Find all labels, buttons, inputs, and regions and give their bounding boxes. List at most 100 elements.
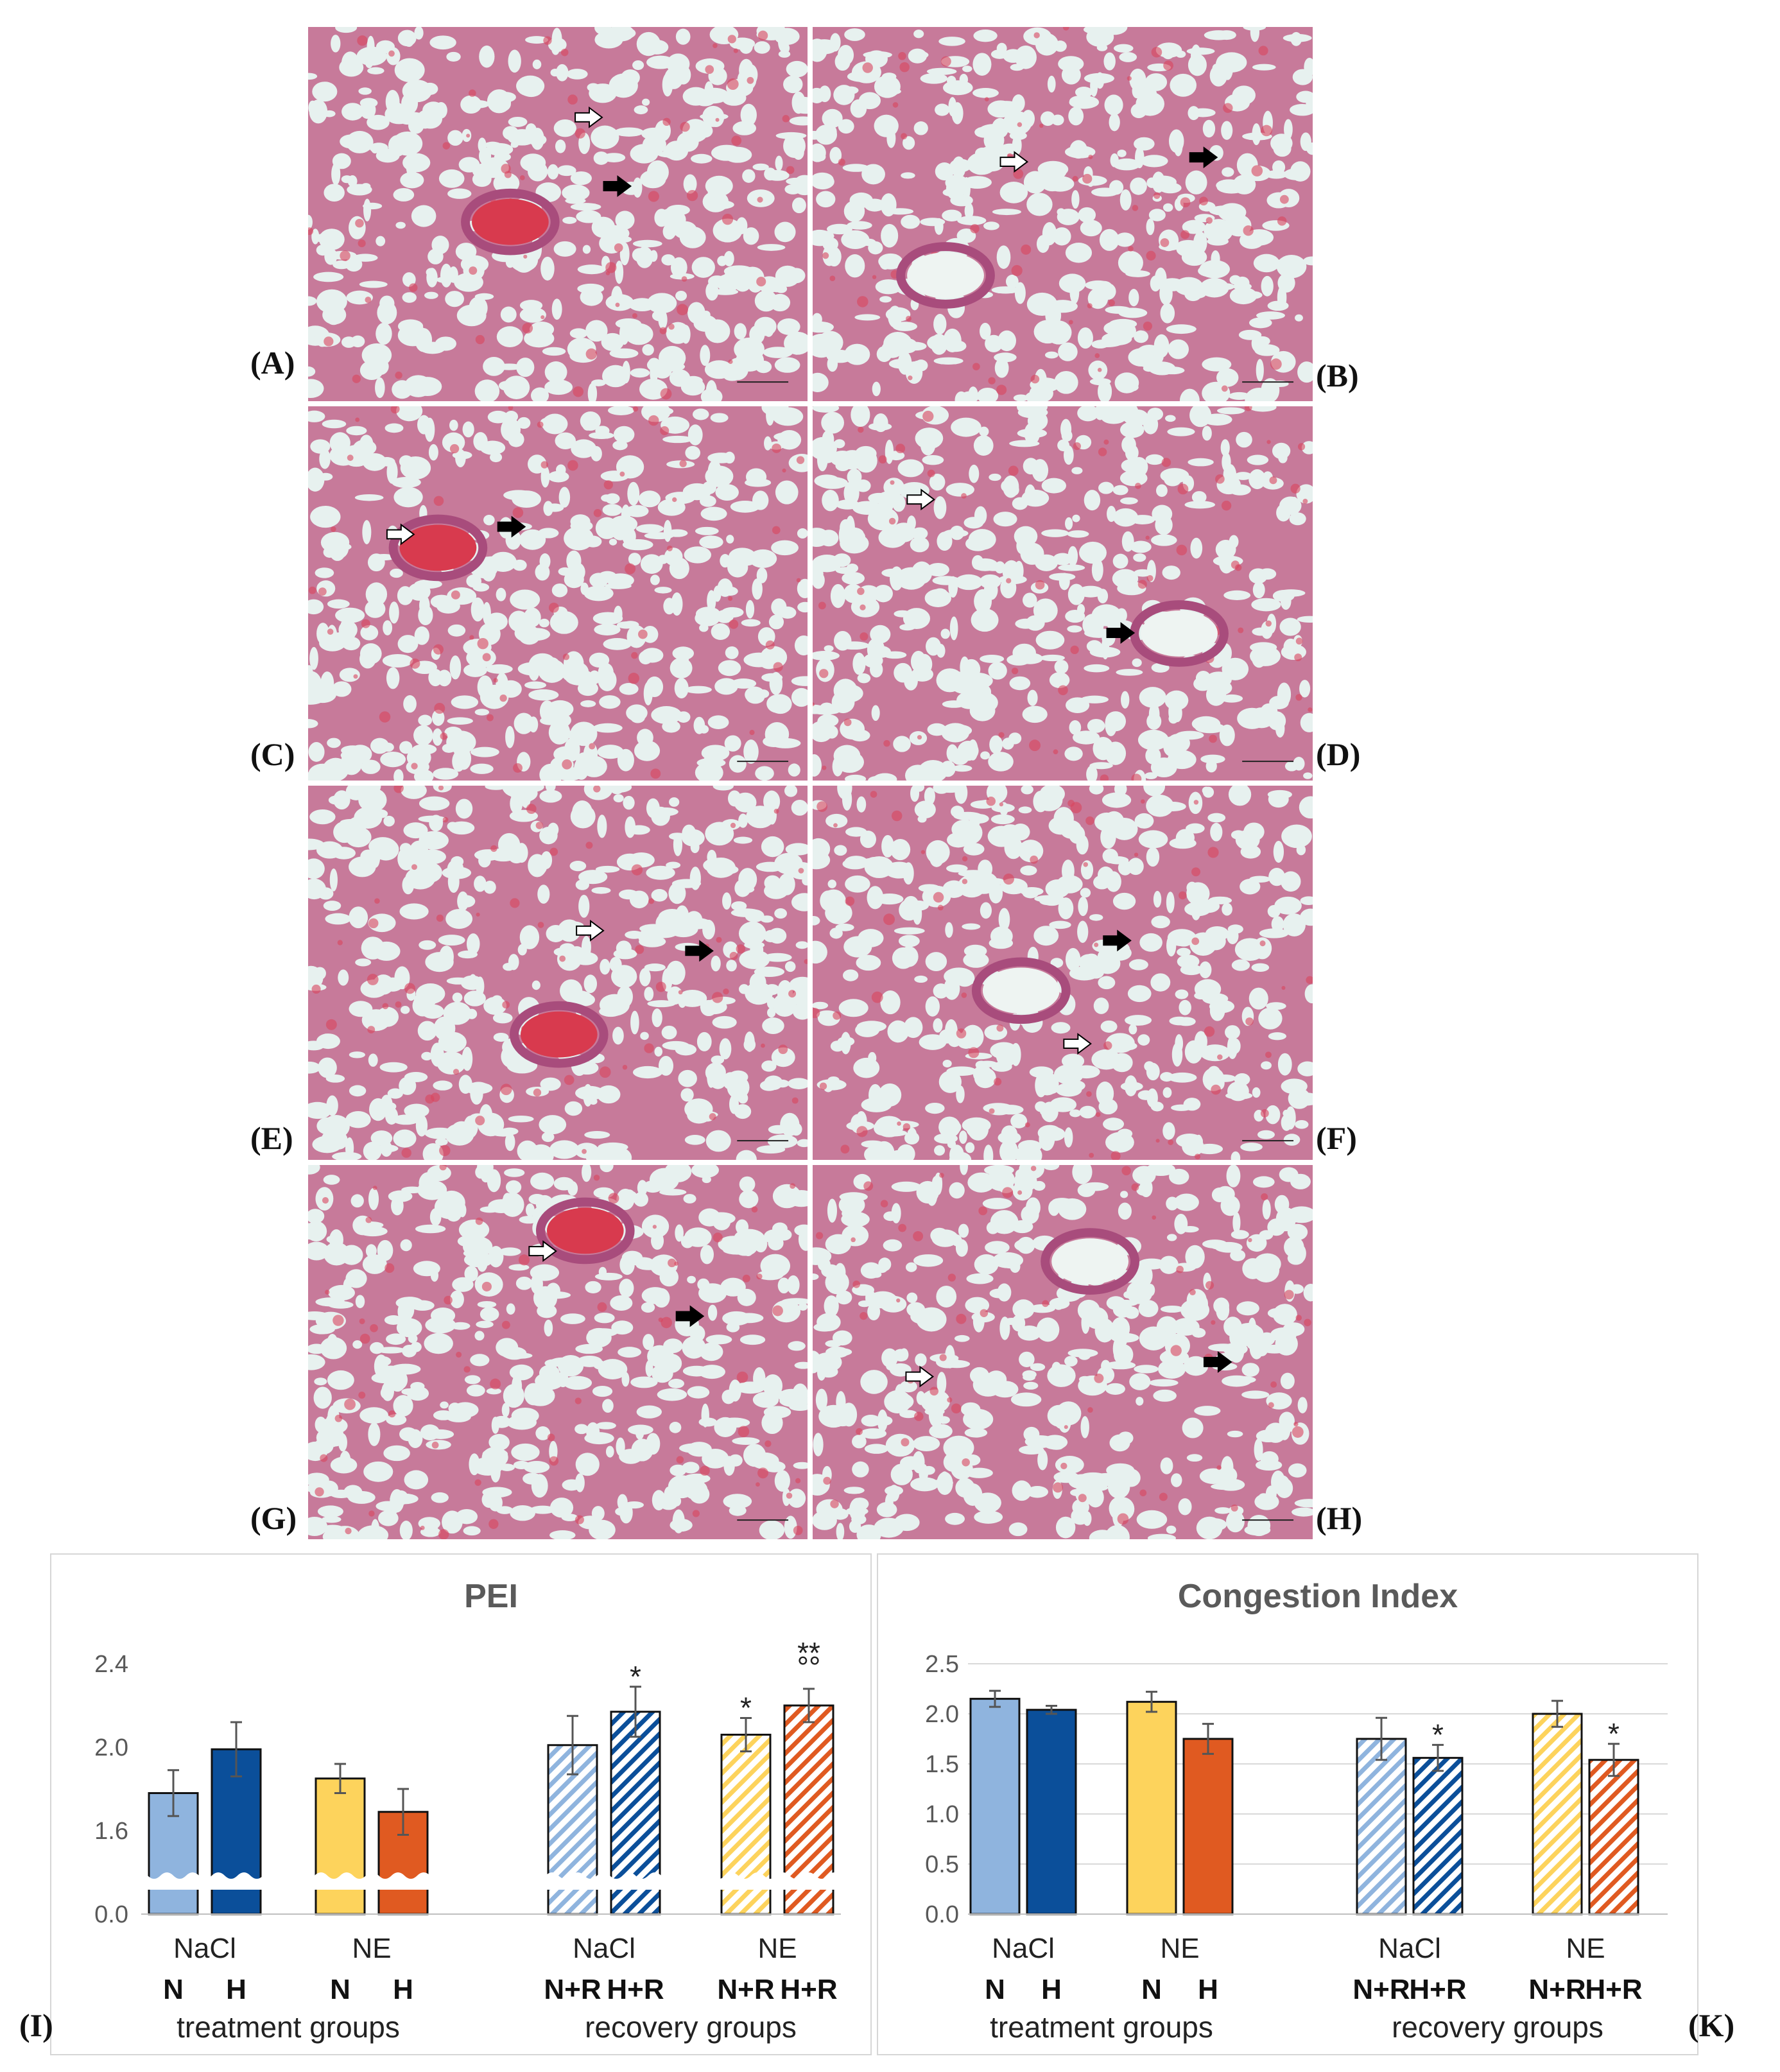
alveolus — [440, 1401, 449, 1409]
alveolus — [813, 571, 825, 589]
alveolus — [1247, 454, 1269, 465]
alveolus — [390, 568, 403, 578]
erythrocyte-cluster — [813, 702, 815, 707]
alveolus — [712, 1015, 737, 1029]
alveolus — [1200, 278, 1229, 298]
alveolus — [670, 1518, 693, 1532]
erythrocyte-cluster — [411, 763, 418, 770]
alveolus — [845, 254, 865, 278]
alveolus — [1167, 427, 1195, 436]
alveolus — [1251, 598, 1281, 612]
alveolus — [743, 652, 774, 668]
alveolus — [510, 141, 519, 148]
y-tick-label: 2.5 — [925, 1651, 959, 1678]
group-label: NE — [1566, 1933, 1605, 1964]
alveolus — [609, 539, 618, 546]
alveolus — [338, 620, 358, 639]
alveolus — [771, 1047, 795, 1067]
alveolus — [376, 322, 392, 345]
erythrocyte-cluster — [880, 1200, 888, 1207]
alveolus — [1105, 711, 1127, 732]
alveolus — [1160, 1457, 1173, 1474]
alveolus — [754, 290, 778, 312]
alveolus — [523, 628, 551, 641]
alveolus — [601, 494, 612, 502]
alveolus — [661, 1025, 677, 1040]
alveolus — [899, 946, 919, 967]
alveolus — [639, 935, 666, 947]
erythrocyte-cluster — [1261, 1193, 1268, 1200]
alveolus — [1164, 473, 1182, 487]
alveolus — [732, 121, 757, 135]
alveolus — [1084, 664, 1110, 673]
alveolus — [983, 1144, 994, 1160]
erythrocyte-cluster — [537, 421, 544, 428]
alveolus — [721, 607, 744, 618]
alveolus — [501, 1403, 510, 1418]
alveolus — [756, 1145, 786, 1154]
alveolus — [847, 71, 877, 82]
erythrocyte-cluster — [593, 1174, 600, 1181]
alveolus — [763, 1406, 791, 1419]
erythrocyte-cluster — [358, 1392, 366, 1399]
alveolus — [393, 769, 404, 781]
alveolus — [759, 1520, 785, 1539]
erythrocyte-cluster — [1221, 501, 1232, 511]
alveolus — [727, 557, 748, 578]
alveolus — [934, 218, 944, 235]
alveolus — [850, 537, 864, 552]
alveolus — [631, 1438, 653, 1462]
alveolus — [724, 735, 741, 752]
alveolus — [575, 1453, 600, 1476]
group-label: NE — [757, 1933, 797, 1964]
alveolus — [349, 1001, 373, 1017]
alveolus — [1144, 772, 1158, 779]
alveolus — [1041, 529, 1069, 537]
alveolus — [817, 714, 839, 727]
alveolus — [852, 652, 866, 675]
alveolus — [1251, 334, 1264, 352]
alveolus — [1023, 1381, 1039, 1390]
alveolus — [530, 1505, 556, 1514]
alveolus — [359, 281, 388, 288]
alveolus — [414, 626, 429, 645]
alveolus — [860, 1370, 888, 1394]
erythrocyte-cluster — [793, 1525, 803, 1535]
alveolus — [907, 1127, 917, 1143]
erythrocyte-cluster — [433, 644, 444, 655]
erythrocyte-cluster — [334, 1415, 343, 1422]
alveolus — [317, 1505, 343, 1518]
erythrocyte-cluster — [804, 959, 808, 964]
erythrocyte-cluster — [822, 765, 827, 770]
erythrocyte-cluster — [409, 283, 418, 292]
alveolus — [345, 1111, 371, 1128]
alveolus — [654, 1046, 663, 1057]
alveolus — [1209, 205, 1239, 216]
alveolus — [708, 275, 727, 288]
alveolus — [442, 432, 465, 453]
alveolus — [883, 1239, 903, 1252]
alveolus — [1127, 858, 1144, 876]
alveolus — [553, 746, 579, 763]
erythrocyte-cluster — [367, 1026, 376, 1033]
chart-title: Congestion Index — [1178, 1578, 1458, 1615]
erythrocyte-cluster — [379, 711, 391, 723]
alveolus — [431, 1492, 449, 1503]
alveolus — [528, 716, 539, 733]
alveolus — [308, 214, 313, 230]
alveolus — [1104, 94, 1123, 116]
alveolus — [952, 764, 972, 772]
erythrocyte-cluster — [599, 1066, 611, 1078]
erythrocyte-cluster — [361, 619, 370, 628]
alveolus — [1053, 553, 1073, 565]
alveolus — [1168, 129, 1184, 153]
alveolus — [729, 1379, 741, 1402]
alveolus — [1118, 250, 1143, 275]
alveolus — [730, 500, 760, 513]
erythrocyte-cluster — [593, 786, 601, 793]
alveolus — [1112, 485, 1128, 496]
alveolus — [939, 1029, 955, 1044]
erythrocyte-cluster — [1094, 942, 1099, 947]
erythrocyte-cluster — [1135, 483, 1141, 489]
alveolus — [845, 1507, 868, 1516]
